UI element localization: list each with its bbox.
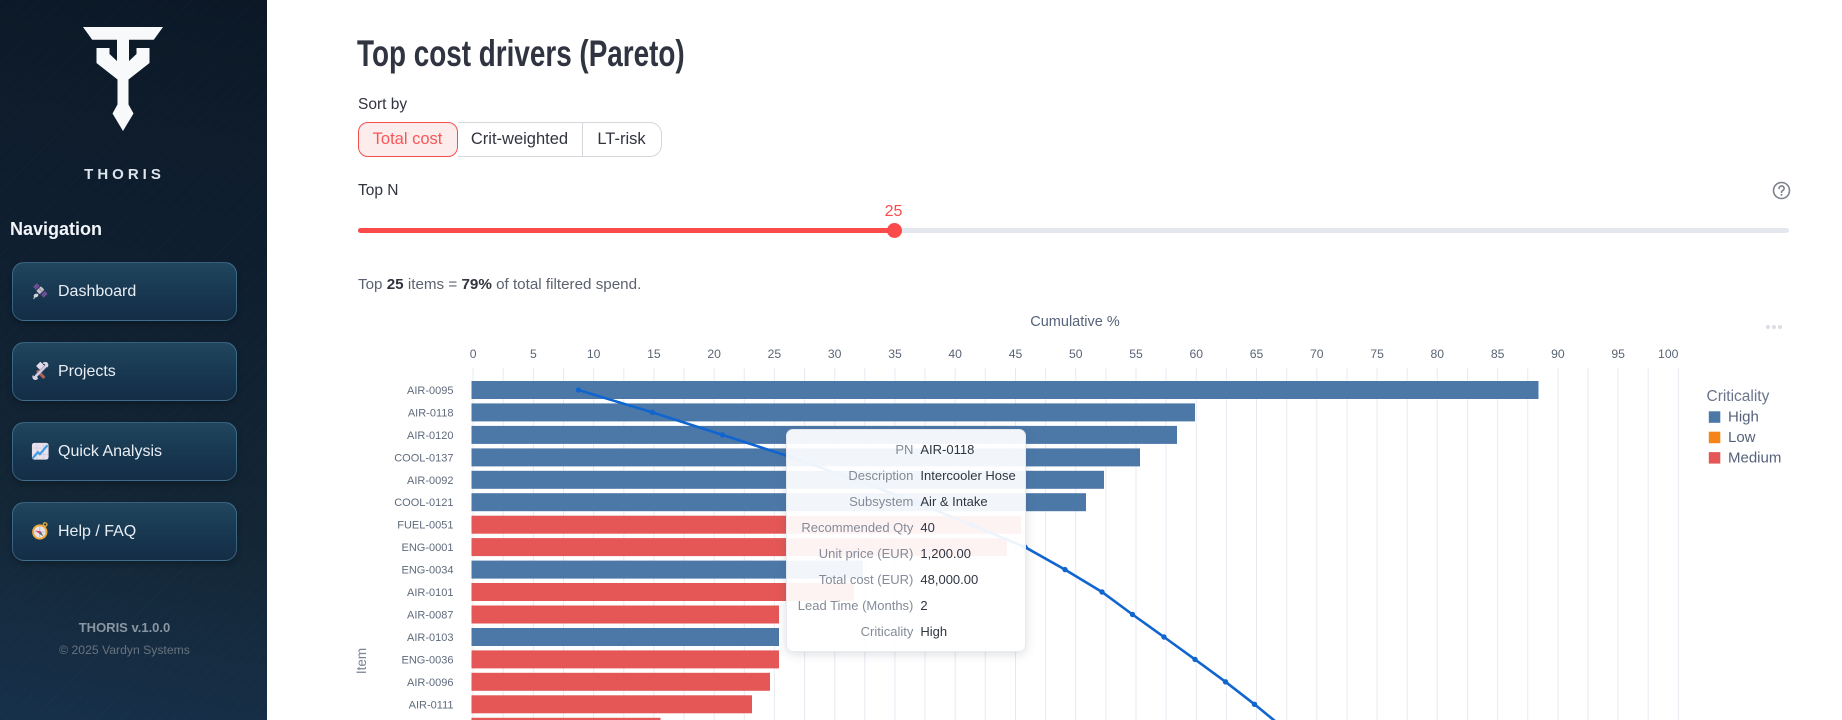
- svg-text:AIR-0120: AIR-0120: [407, 430, 453, 442]
- svg-text:5: 5: [530, 347, 537, 361]
- svg-text:65: 65: [1250, 347, 1264, 361]
- svg-text:ENG-0036: ENG-0036: [402, 654, 454, 666]
- svg-text:Medium: Medium: [1728, 450, 1781, 467]
- svg-text:20: 20: [707, 347, 721, 361]
- svg-text:Cumulative %: Cumulative %: [1030, 314, 1120, 330]
- svg-text:60: 60: [1190, 347, 1204, 361]
- svg-text:AIR-0118: AIR-0118: [408, 407, 454, 419]
- svg-text:COOL-0137: COOL-0137: [394, 452, 453, 464]
- svg-text:90: 90: [1551, 347, 1565, 361]
- svg-text:AIR-0095: AIR-0095: [407, 385, 453, 397]
- svg-text:AIR-0103: AIR-0103: [407, 632, 453, 644]
- svg-text:AIR-0101: AIR-0101: [407, 587, 453, 599]
- svg-text:AIR-0087: AIR-0087: [407, 610, 453, 622]
- svg-text:85: 85: [1491, 347, 1505, 361]
- svg-text:ENG-0034: ENG-0034: [402, 565, 454, 577]
- svg-text:ENG-0001: ENG-0001: [402, 542, 454, 554]
- svg-text:COOL-0121: COOL-0121: [394, 497, 453, 509]
- svg-text:45: 45: [1009, 347, 1023, 361]
- svg-text:15: 15: [647, 347, 661, 361]
- svg-text:Item: Item: [354, 648, 369, 674]
- svg-text:Criticality: Criticality: [1707, 388, 1770, 405]
- svg-text:75: 75: [1370, 347, 1384, 361]
- svg-text:100: 100: [1658, 347, 1679, 361]
- svg-text:35: 35: [888, 347, 902, 361]
- svg-text:AIR-0092: AIR-0092: [407, 475, 453, 487]
- svg-text:High: High: [1728, 409, 1759, 426]
- svg-text:Low: Low: [1728, 429, 1756, 446]
- svg-text:40: 40: [948, 347, 962, 361]
- svg-text:50: 50: [1069, 347, 1083, 361]
- svg-text:25: 25: [768, 347, 782, 361]
- svg-text:80: 80: [1431, 347, 1445, 361]
- svg-text:95: 95: [1611, 347, 1625, 361]
- svg-text:30: 30: [828, 347, 842, 361]
- svg-text:70: 70: [1310, 347, 1324, 361]
- svg-text:AIR-0096: AIR-0096: [407, 677, 453, 689]
- svg-text:10: 10: [587, 347, 601, 361]
- svg-text:FUEL-0051: FUEL-0051: [397, 520, 453, 532]
- svg-text:55: 55: [1129, 347, 1143, 361]
- svg-text:AIR-0111: AIR-0111: [409, 699, 454, 711]
- svg-text:0: 0: [470, 347, 477, 361]
